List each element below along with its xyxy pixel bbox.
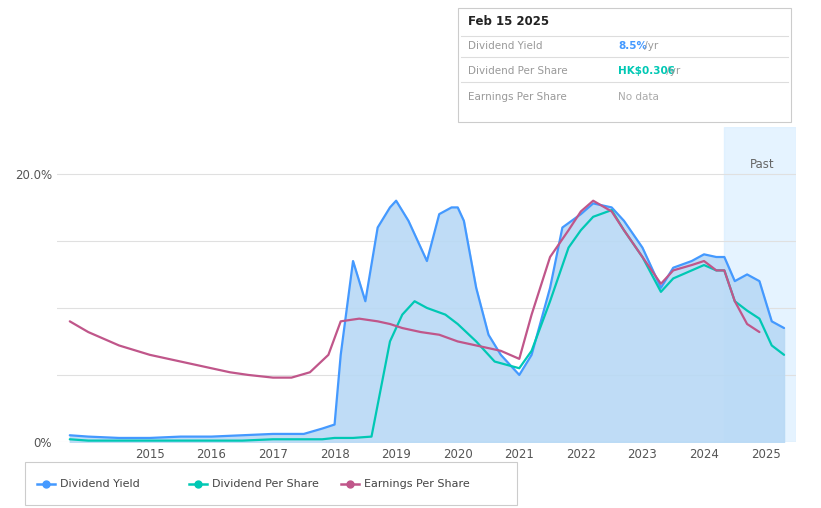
Text: Earnings Per Share: Earnings Per Share (468, 91, 566, 102)
Bar (724, 127, 796, 442)
Text: HK$0.306: HK$0.306 (618, 66, 675, 76)
Text: Earnings Per Share: Earnings Per Share (364, 479, 470, 489)
Text: Dividend Per Share: Dividend Per Share (468, 66, 567, 76)
Text: Past: Past (750, 158, 775, 171)
Text: No data: No data (618, 91, 659, 102)
Text: /yr: /yr (641, 41, 658, 51)
Text: 8.5%: 8.5% (618, 41, 647, 51)
Text: Dividend Per Share: Dividend Per Share (212, 479, 319, 489)
Text: Feb 15 2025: Feb 15 2025 (468, 15, 549, 28)
Text: /yr: /yr (663, 66, 680, 76)
Text: Dividend Yield: Dividend Yield (468, 41, 543, 51)
Text: Dividend Yield: Dividend Yield (60, 479, 140, 489)
